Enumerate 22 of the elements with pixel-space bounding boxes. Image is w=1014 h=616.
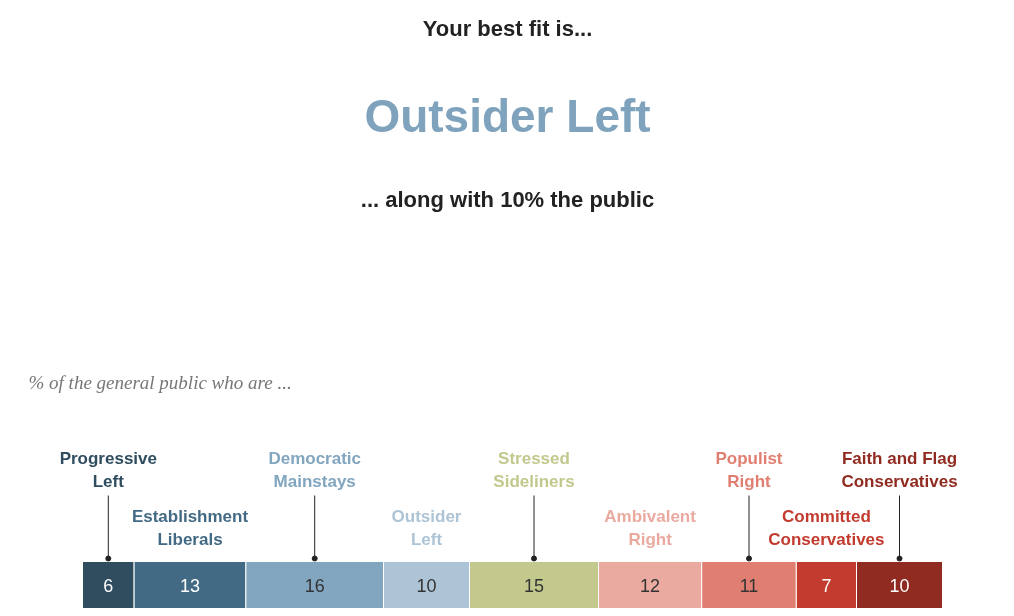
series-label: Outsider Left bbox=[391, 506, 462, 550]
text: Progressive Left bbox=[59, 448, 157, 492]
text: ... along with 10% the public bbox=[360, 187, 655, 212]
data-label: 12 bbox=[640, 575, 661, 596]
data-label: 6 bbox=[103, 575, 114, 596]
text: Populist Right bbox=[715, 448, 783, 492]
text: Faith and Flag Conservatives bbox=[841, 448, 958, 492]
data-label: 16 bbox=[304, 575, 325, 596]
series-label: Committed Conservatives bbox=[768, 506, 885, 550]
data-label: 10 bbox=[889, 575, 910, 596]
chart-title: Your best fit is... bbox=[422, 16, 593, 41]
data-label: 10 bbox=[416, 575, 437, 596]
data-label: 13 bbox=[179, 575, 201, 596]
data-label: 7 bbox=[821, 575, 832, 596]
text: % of the general public who are ... bbox=[28, 372, 292, 393]
chart-subtitle: Outsider Left bbox=[364, 89, 651, 142]
text: Stressed Sideliners bbox=[493, 448, 575, 492]
series-label: Establishment Liberals bbox=[131, 506, 249, 550]
series-label: Ambivalent Right bbox=[604, 506, 697, 550]
data-label: 11 bbox=[739, 575, 759, 596]
data-label: 15 bbox=[523, 575, 545, 596]
text: Democratic Mainstays bbox=[268, 448, 362, 492]
